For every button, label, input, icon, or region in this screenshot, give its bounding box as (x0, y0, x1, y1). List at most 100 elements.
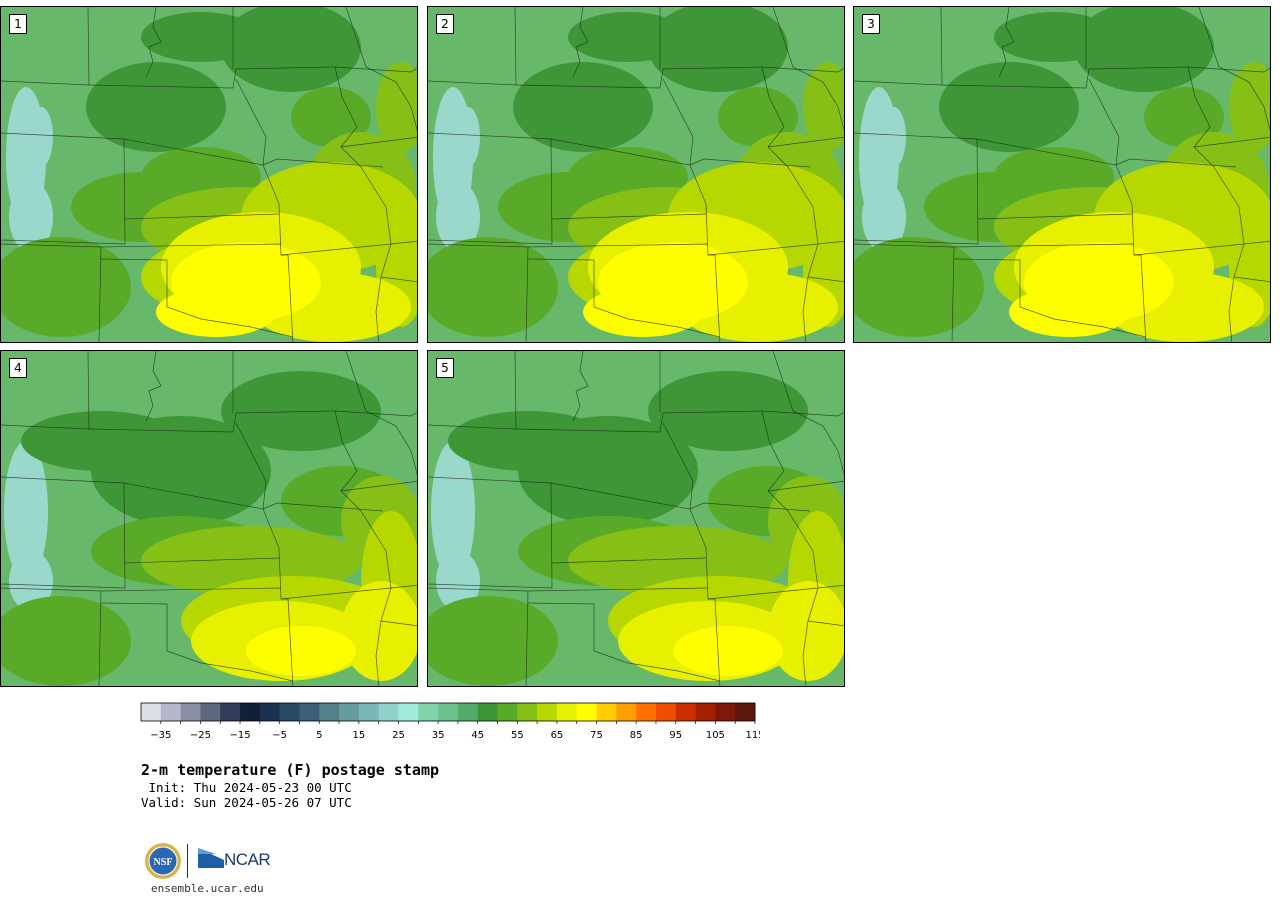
nsf-logo: NSF (145, 843, 181, 879)
colorbar-swatch (655, 703, 677, 721)
state-boundary (662, 422, 694, 510)
temperature-field (428, 351, 844, 686)
colorbar-tick-label: 95 (669, 730, 682, 741)
colorbar-swatch (299, 703, 320, 721)
colorbar-swatch (418, 703, 439, 721)
state-boundary (345, 351, 417, 475)
colorbar-swatch (438, 703, 459, 721)
colorbar-swatch (576, 703, 597, 721)
temperature-contour (1144, 87, 1224, 147)
colorbar-swatch (596, 703, 617, 721)
panel-number-label: 4 (9, 358, 27, 378)
colorbar-tick-label: −25 (190, 730, 211, 741)
state-boundary (941, 66, 1189, 89)
temperature-contour (1009, 287, 1129, 337)
state-boundary (145, 7, 162, 78)
temperature-contour (9, 182, 53, 252)
panel-number-label: 3 (862, 14, 880, 34)
colorbar-tick-label: 25 (392, 730, 405, 741)
temperature-field (1, 351, 417, 686)
state-boundary (1088, 78, 1120, 166)
temperature-contour (291, 87, 371, 147)
figure-title: 2-m temperature (F) postage stamp (141, 761, 440, 779)
colorbar-swatch (398, 703, 419, 721)
colorbar-tick-label: 105 (706, 730, 725, 741)
state-boundary (772, 351, 844, 475)
state-boundary (977, 213, 1133, 220)
state-boundary (262, 158, 384, 168)
state-boundary (1, 476, 126, 589)
state-boundary (527, 602, 721, 682)
state-boundary (807, 276, 844, 283)
state-boundary (817, 584, 844, 589)
temperature-contour (428, 237, 558, 337)
state-boundary (280, 587, 392, 600)
temperature-field (428, 7, 844, 342)
colorbar-tick-label: 35 (432, 730, 445, 741)
logo-divider (187, 844, 188, 878)
state-boundary (854, 132, 979, 245)
temperature-contour (9, 551, 53, 611)
state-boundary (123, 482, 294, 686)
state-boundary (551, 213, 707, 220)
state-boundary (761, 66, 844, 73)
colorbar-tick-label: 5 (316, 730, 322, 741)
state-boundary (100, 587, 282, 592)
temperature-contour (341, 581, 417, 681)
state-boundary (280, 243, 392, 256)
state-boundary (88, 410, 336, 433)
state-boundary (767, 136, 844, 148)
state-boundary (124, 557, 280, 564)
state-boundary (340, 136, 417, 148)
state-boundary (527, 243, 709, 248)
temperature-contour (428, 596, 558, 686)
state-boundary (707, 243, 819, 256)
temperature-contour (4, 441, 48, 581)
temperature-contour (862, 182, 906, 252)
panel-number-label: 1 (9, 14, 27, 34)
colorbar-swatch (358, 703, 379, 721)
state-boundary (707, 587, 819, 600)
colorbar-swatch (259, 703, 280, 721)
colorbar-tick-label: −5 (272, 730, 287, 741)
state-boundary (689, 502, 811, 512)
colorbar-tick-label: 15 (353, 730, 366, 741)
colorbar-swatch (141, 703, 162, 721)
state-boundary (123, 138, 294, 342)
state-boundary (334, 410, 392, 686)
colorbar-swatch (378, 703, 399, 721)
state-boundary (1198, 7, 1270, 131)
state-boundary (550, 482, 721, 686)
temperature-contour (648, 371, 808, 451)
state-boundary (145, 351, 162, 422)
nsf-logo-text: NSF (154, 857, 173, 868)
state-boundary (807, 620, 844, 627)
state-boundary (1115, 158, 1237, 168)
temperature-contour (939, 62, 1079, 152)
state-boundary (761, 410, 844, 417)
colorbar-swatch (457, 703, 479, 721)
ncar-logo-text: NCAR (224, 850, 271, 869)
state-boundary (1187, 66, 1245, 342)
state-boundary (100, 602, 294, 682)
colorbar-tick-label: −35 (150, 730, 171, 741)
state-boundary (334, 66, 417, 73)
map-panel-4: 4 (0, 350, 418, 687)
state-boundary (767, 480, 844, 492)
valid-time: Valid: Sun 2024-05-26 07 UTC (141, 795, 352, 810)
map-panel-5: 5 (427, 350, 845, 687)
state-boundary (1133, 243, 1245, 256)
temperature-contour (718, 87, 798, 147)
colorbar-swatch (477, 703, 498, 721)
state-boundary (88, 66, 336, 89)
colorbar-swatch (735, 703, 756, 721)
temperature-contour (86, 62, 226, 152)
map-panel-1: 1 (0, 6, 418, 343)
state-boundary (527, 258, 721, 338)
temperature-contour (768, 581, 844, 681)
website-url: ensemble.ucar.edu (151, 882, 264, 895)
state-boundary (689, 158, 811, 168)
colorbar-swatch (636, 703, 657, 721)
state-boundary (235, 78, 267, 166)
temperature-contour (673, 626, 783, 676)
